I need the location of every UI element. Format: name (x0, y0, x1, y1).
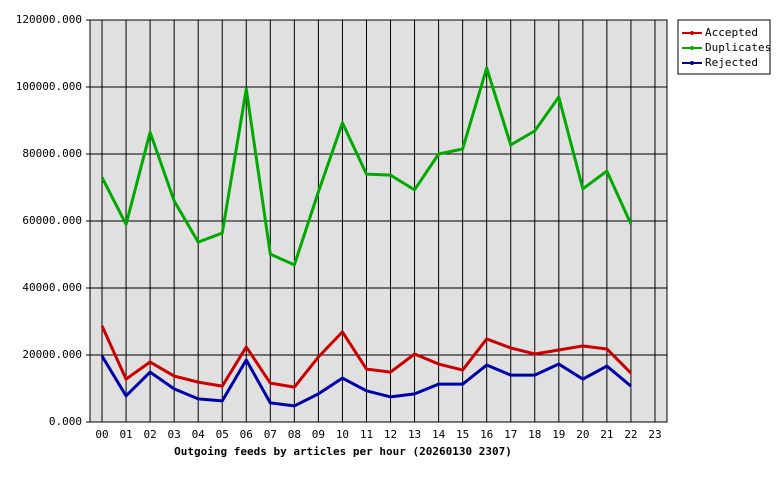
y-tick-label: 20000.000 (22, 348, 82, 361)
x-tick-label: 21 (600, 428, 613, 441)
x-tick-label: 18 (528, 428, 541, 441)
x-tick-label: 17 (504, 428, 517, 441)
x-tick-label: 02 (143, 428, 156, 441)
x-tick-label: 00 (95, 428, 108, 441)
x-tick-label: 09 (312, 428, 325, 441)
y-tick-label: 120000.000 (16, 13, 82, 26)
x-axis-title: Outgoing feeds by articles per hour (202… (174, 445, 512, 458)
x-tick-label: 23 (648, 428, 661, 441)
y-tick-label: 0.000 (49, 415, 82, 428)
x-tick-label: 10 (336, 428, 349, 441)
series-line (100, 355, 632, 408)
legend-label: Duplicates (705, 41, 771, 54)
x-tick-label: 19 (552, 428, 565, 441)
series-line (100, 66, 633, 267)
x-tick-label: 16 (480, 428, 493, 441)
x-tick-label: 04 (192, 428, 206, 441)
x-tick-label: 12 (384, 428, 397, 441)
y-tick-label: 80000.000 (22, 147, 82, 160)
x-tick-label: 03 (168, 428, 181, 441)
x-tick-label: 13 (408, 428, 421, 441)
legend-dot (690, 46, 694, 50)
x-tick-label: 11 (360, 428, 373, 441)
x-tick-label: 05 (216, 428, 229, 441)
legend-label: Accepted (705, 26, 758, 39)
x-tick-label: 08 (288, 428, 301, 441)
x-tick-label: 20 (576, 428, 589, 441)
x-tick-label: 15 (456, 428, 469, 441)
x-tick-label: 07 (264, 428, 277, 441)
y-tick-label: 40000.000 (22, 281, 82, 294)
x-tick-label: 01 (119, 428, 132, 441)
x-tick-label: 22 (624, 428, 637, 441)
legend-dot (690, 31, 694, 35)
y-tick-label: 60000.000 (22, 214, 82, 227)
x-tick-label: 06 (240, 428, 253, 441)
legend-dot (690, 61, 694, 65)
y-tick-label: 100000.000 (16, 80, 82, 93)
series-line (100, 325, 633, 389)
x-tick-label: 14 (432, 428, 446, 441)
legend-label: Rejected (705, 56, 758, 69)
